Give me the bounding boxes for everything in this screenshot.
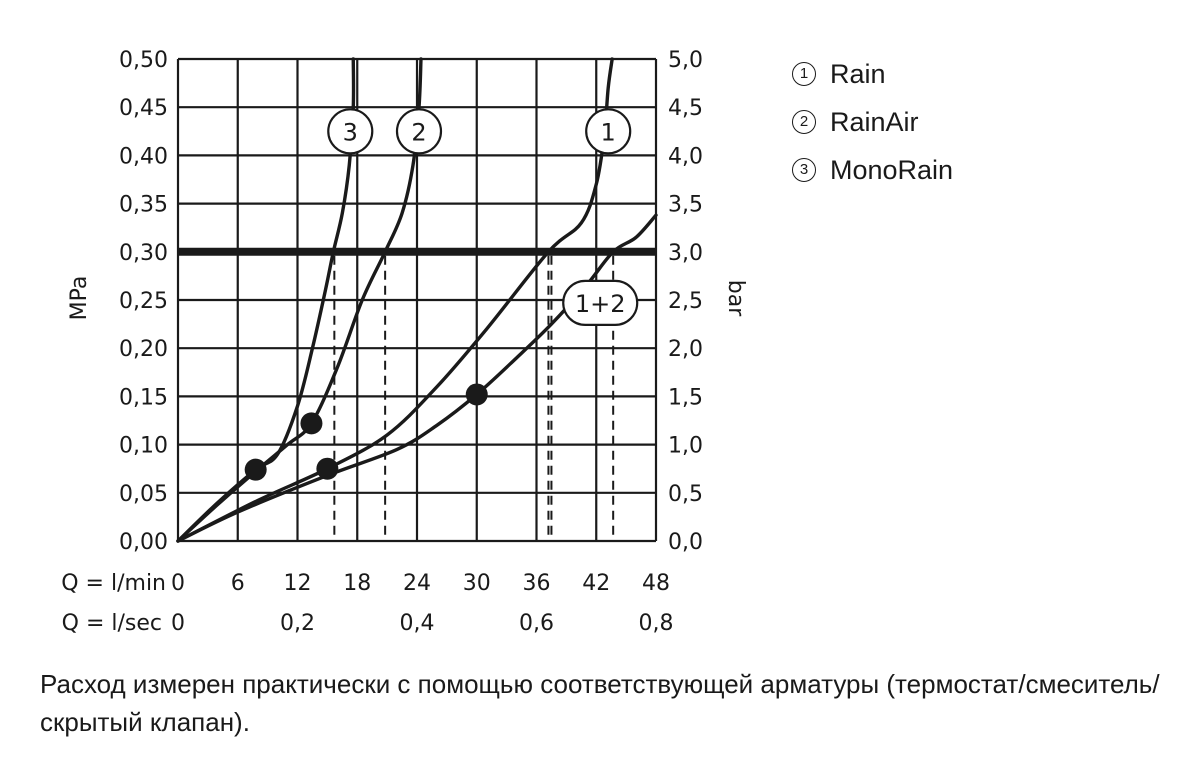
curve-markers — [244, 383, 488, 481]
y-tick-right: 2,0 — [668, 337, 703, 362]
y-tick-left: 0,40 — [119, 144, 168, 169]
curve-label-bubble-1 — [585, 108, 632, 155]
y-tick-right: 0,5 — [668, 482, 703, 507]
y-tick-left: 0,20 — [119, 337, 168, 362]
curve-marker-3 — [244, 458, 267, 481]
y-tick-left: 0,05 — [119, 482, 168, 507]
y-tick-right: 1,0 — [668, 434, 703, 459]
x-tick-lmin: 48 — [642, 571, 670, 596]
legend-item-rain: 1 Rain — [792, 50, 953, 98]
y-axis-title-right: bar — [723, 280, 748, 317]
y-tick-right: 5,0 — [668, 48, 703, 73]
x-tick-lsec: 0,4 — [400, 611, 435, 636]
legend-label: MonoRain — [830, 155, 954, 185]
curve-marker-1+2 — [465, 383, 488, 406]
legend-number-badge: 3 — [792, 158, 816, 182]
y-tick-right: 4,0 — [668, 144, 703, 169]
legend-item-monorain: 3 MonoRain — [792, 146, 953, 194]
curve-line-1+2 — [176, 213, 658, 543]
curve-label-bubble-3 — [327, 108, 374, 155]
flow-pressure-chart: 3 2 11+2 0,000,050,100,150,200,250,300,350… — [61, 48, 748, 636]
y-tick-left: 0,15 — [119, 385, 168, 410]
x-tick-lmin: 18 — [343, 571, 371, 596]
curve-labels: 3 2 1 1+2 — [327, 108, 639, 326]
y-tick-right: 3,5 — [668, 193, 703, 218]
x-tick-lmin: 6 — [231, 571, 245, 596]
x-tick-lmin: 42 — [582, 571, 610, 596]
y-axis-title-left: MPa — [67, 276, 92, 321]
curve-marker-1 — [316, 457, 339, 480]
x-tick-lmin: 36 — [523, 571, 551, 596]
y-tick-left: 0,50 — [119, 48, 168, 73]
y-tick-right: 0,0 — [668, 530, 703, 555]
legend: 1 Rain 2 RainAir 3 MonoRain — [792, 50, 953, 194]
x-tick-lmin: 30 — [463, 571, 491, 596]
y-tick-left: 0,10 — [119, 434, 168, 459]
footnote: Расход измерен практически с помощью соо… — [40, 669, 1160, 737]
y-tick-right: 3,0 — [668, 241, 703, 266]
curve-label-text-1: 1 — [601, 118, 616, 146]
x-tick-lsec: 0,6 — [519, 611, 554, 636]
curve-label-bubble-2 — [395, 108, 443, 155]
legend-number-badge: 1 — [792, 62, 816, 86]
legend-label: RainAir — [830, 107, 919, 137]
y-tick-right: 1,5 — [668, 385, 703, 410]
curve-label-text-1+2: 1+2 — [575, 290, 626, 318]
x-axis-title-lsec: Q = l/sec — [62, 611, 162, 636]
x-tick-lmin: 0 — [171, 571, 185, 596]
axis-ticks: 0,000,050,100,150,200,250,300,350,400,45… — [119, 48, 703, 636]
legend-item-rainair: 2 RainAir — [792, 98, 953, 146]
y-tick-right: 4,5 — [668, 96, 703, 121]
legend-number-badge: 2 — [792, 110, 816, 134]
x-tick-lmin: 12 — [284, 571, 312, 596]
y-tick-left: 0,30 — [119, 241, 168, 266]
x-tick-lsec: 0,2 — [280, 611, 315, 636]
curve-label-bubble-1+2 — [562, 279, 639, 326]
legend-label: Rain — [830, 59, 886, 89]
x-axis-title-lmin: Q = l/min — [61, 571, 166, 596]
y-tick-left: 0,25 — [119, 289, 168, 314]
curve-label-text-3: 3 — [343, 118, 358, 146]
chart-grid — [176, 57, 658, 543]
y-tick-left: 0,35 — [119, 193, 168, 218]
curve-marker-2 — [300, 412, 323, 435]
x-tick-lsec: 0 — [171, 611, 185, 636]
y-tick-right: 2,5 — [668, 289, 703, 314]
curve-label-text-2: 2 — [411, 118, 426, 146]
y-tick-left: 0,45 — [119, 96, 168, 121]
y-tick-left: 0,00 — [119, 530, 168, 555]
x-tick-lmin: 24 — [403, 571, 431, 596]
x-tick-lsec: 0,8 — [639, 611, 674, 636]
